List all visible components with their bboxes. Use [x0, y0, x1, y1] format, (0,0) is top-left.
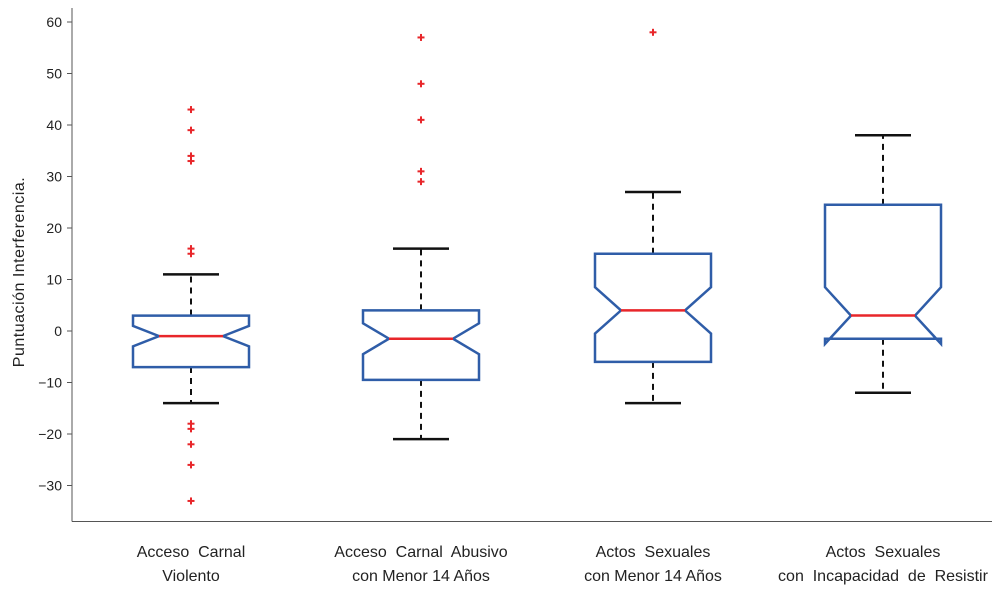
x-category-label: Acceso Carnal — [137, 544, 246, 561]
outlier-marker — [187, 250, 195, 258]
y-tick-label: 60 — [46, 14, 62, 30]
x-category-label: con Menor 14 Años — [352, 568, 490, 585]
notched-box — [361, 309, 481, 382]
x-category-label: Actos Sexuales — [596, 544, 711, 561]
box-group — [593, 28, 713, 405]
box-series — [131, 28, 943, 505]
outlier-marker — [187, 497, 195, 505]
box-group — [361, 33, 481, 441]
y-tick-label: 50 — [46, 66, 62, 82]
outlier-marker — [187, 440, 195, 448]
outlier-marker — [417, 33, 425, 41]
x-category-label: con Menor 14 Años — [584, 568, 722, 585]
y-tick-label: 0 — [54, 323, 62, 339]
x-category-label: Violento — [162, 568, 220, 585]
y-tick-label: −30 — [38, 478, 62, 494]
y-axis-label: Puntuación Interferencia. — [11, 177, 28, 367]
notched-box — [131, 314, 251, 369]
y-tick-label: 30 — [46, 169, 62, 185]
outlier-marker — [187, 157, 195, 165]
outlier-marker — [187, 425, 195, 433]
outlier-marker — [417, 167, 425, 175]
outlier-marker — [649, 28, 657, 36]
outlier-marker — [417, 178, 425, 186]
y-tick-label: 40 — [46, 117, 62, 133]
y-tick-label: −10 — [38, 375, 62, 391]
axes: 60 50 40 30 20 10 0 −10 −20 −30 Acceso Carnal Viole… — [38, 8, 992, 585]
outlier-marker — [187, 126, 195, 134]
box-group — [823, 134, 943, 395]
x-category-label: Actos Sexuales — [826, 544, 941, 561]
x-category-label: Acceso Carnal Abusivo — [334, 544, 508, 561]
notched-box — [593, 252, 713, 364]
outlier-marker — [187, 461, 195, 469]
y-tick-label: 20 — [46, 220, 62, 236]
outlier-marker — [417, 80, 425, 88]
x-category-label: con Incapacidad de Resistir — [778, 568, 989, 585]
y-tick-label: −20 — [38, 426, 62, 442]
outlier-marker — [187, 106, 195, 114]
notched-box — [823, 203, 943, 348]
outlier-marker — [417, 116, 425, 124]
y-tick-label: 10 — [46, 272, 62, 288]
box-group — [131, 106, 251, 505]
